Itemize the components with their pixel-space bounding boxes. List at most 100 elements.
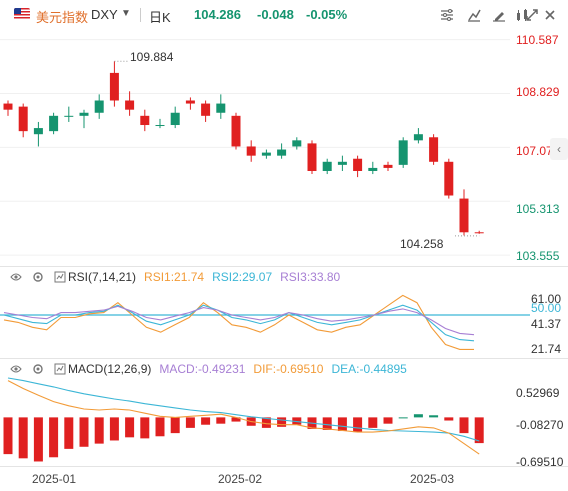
panel-divider	[0, 358, 568, 359]
candle-body	[474, 232, 484, 234]
macd-histogram-bar	[201, 417, 211, 425]
macd-name: MACD(12,26,9)	[68, 362, 152, 376]
rsi-panel[interactable]: RSI(7,14,21) RSI1:21.74 RSI2:29.07 RSI3:…	[0, 266, 568, 358]
instrument-name[interactable]: 美元指数	[36, 10, 89, 25]
macd-histogram-bar	[109, 417, 119, 441]
dif-line	[7, 380, 480, 455]
eye-icon[interactable]	[10, 271, 22, 283]
candle-body	[459, 198, 469, 233]
macd-histogram-bar	[383, 417, 393, 424]
macd-histogram-bar	[3, 417, 13, 455]
candle-body	[140, 115, 150, 126]
macd-histogram-bar	[277, 417, 287, 427]
macd-histogram-bar	[155, 417, 165, 437]
rsi-series-line	[3, 305, 475, 336]
chevron-down-icon[interactable]: ▼	[121, 8, 131, 19]
indicator-box-icon[interactable]	[54, 271, 66, 283]
candle-body	[246, 146, 256, 156]
macd-histogram-bar	[413, 414, 423, 418]
date-label: 2025-03	[410, 472, 455, 486]
high-price-annotation: 109.884	[130, 50, 174, 64]
eye-icon[interactable]	[10, 363, 22, 375]
dea-line	[7, 377, 480, 442]
macd-histogram-bar	[33, 417, 43, 462]
macd-histogram-bar	[444, 417, 454, 421]
indicator-icon[interactable]	[512, 5, 532, 25]
macd-histogram-bar	[261, 417, 271, 428]
candle-body	[185, 100, 195, 104]
candle-body	[155, 125, 165, 127]
macd-histogram-bar	[337, 417, 347, 432]
period-selector[interactable]: 日K	[149, 10, 171, 25]
last-price: 104.286	[194, 7, 241, 22]
candle-body	[125, 100, 135, 110]
rsi-axis-label: 41.37	[531, 317, 562, 331]
macd-histogram-bar	[322, 417, 332, 430]
candle-body	[413, 134, 423, 141]
rsi-chart[interactable]	[0, 266, 568, 358]
macd-histogram-bar	[429, 415, 439, 418]
rsi-axis-label: 50.00	[531, 301, 562, 315]
macd-histogram-bar	[18, 417, 28, 459]
macd-histogram-bar	[140, 417, 150, 439]
macd-histogram-bar	[79, 417, 89, 447]
gear-icon[interactable]	[32, 271, 44, 283]
macd-histogram-bar	[368, 417, 378, 428]
candle-body	[322, 161, 332, 171]
dea-value: DEA:-0.44895	[331, 362, 407, 376]
divider	[140, 8, 141, 22]
macd-histogram-bar	[398, 417, 408, 419]
fullscreen-icon[interactable]	[522, 5, 542, 25]
price-axis-label: 103.555	[516, 249, 560, 263]
panel-divider	[0, 266, 568, 267]
candle-body	[292, 140, 302, 147]
rsi-legend: RSI(7,14,21) RSI1:21.74 RSI2:29.07 RSI3:…	[0, 270, 340, 284]
candle-body	[94, 100, 104, 113]
rsi-name: RSI(7,14,21)	[68, 270, 137, 284]
dif-value: DIF:-0.69510	[253, 362, 324, 376]
macd-chart[interactable]	[0, 358, 568, 466]
macd-histogram-bar	[231, 417, 241, 422]
macd-panel[interactable]: MACD(12,26,9) MACD:-0.49231 DIF:-0.69510…	[0, 358, 568, 469]
macd-histogram-bar	[353, 417, 363, 433]
candle-body	[353, 158, 363, 171]
macd-value: MACD:-0.49231	[159, 362, 246, 376]
candle-body	[231, 115, 241, 147]
candle-body	[216, 103, 226, 113]
collapse-arrow-icon[interactable]: ‹	[550, 138, 568, 160]
rsi-axis-label: 21.74	[531, 342, 562, 356]
instrument-code[interactable]: DXY	[91, 7, 118, 22]
rsi1-value: RSI1:21.74	[144, 270, 205, 284]
rsi2-value: RSI2:29.07	[212, 270, 273, 284]
price-axis-label: 110.587	[516, 33, 559, 47]
macd-histogram-bar	[216, 417, 226, 424]
indicator-box-icon[interactable]	[54, 363, 66, 375]
gear-icon[interactable]	[32, 363, 44, 375]
price-change-pct: -0.05%	[306, 7, 348, 22]
candle-body	[49, 115, 59, 132]
candle-body	[337, 161, 347, 165]
price-axis-label: 107.071	[516, 144, 560, 158]
macd-histogram-bar	[64, 417, 74, 449]
time-axis: 2025-01 2025-02 2025-03	[0, 466, 568, 491]
rsi3-value: RSI3:33.80	[280, 270, 341, 284]
compare-icon[interactable]	[464, 5, 484, 25]
close-icon[interactable]	[540, 5, 560, 25]
candlestick-panel[interactable]: 110.587 108.829 107.071 105.313 103.555 …	[0, 30, 568, 266]
candle-body	[261, 152, 271, 156]
rsi-series-line	[3, 304, 475, 342]
macd-axis-label: 0.52969	[516, 386, 560, 400]
candle-body	[444, 161, 454, 196]
candlestick-chart[interactable]	[0, 30, 568, 266]
date-label: 2025-01	[32, 472, 77, 486]
candle-body	[3, 103, 13, 110]
macd-histogram-bar	[474, 417, 484, 444]
price-axis-label: 105.313	[516, 202, 560, 216]
chart-settings-icon[interactable]	[437, 5, 457, 25]
candle-body	[307, 143, 317, 171]
price-change: -0.048	[257, 7, 294, 22]
macd-legend: MACD(12,26,9) MACD:-0.49231 DIF:-0.69510…	[0, 362, 407, 376]
candle-body	[368, 167, 378, 171]
draw-icon[interactable]	[489, 5, 509, 25]
candle-body	[277, 149, 287, 156]
